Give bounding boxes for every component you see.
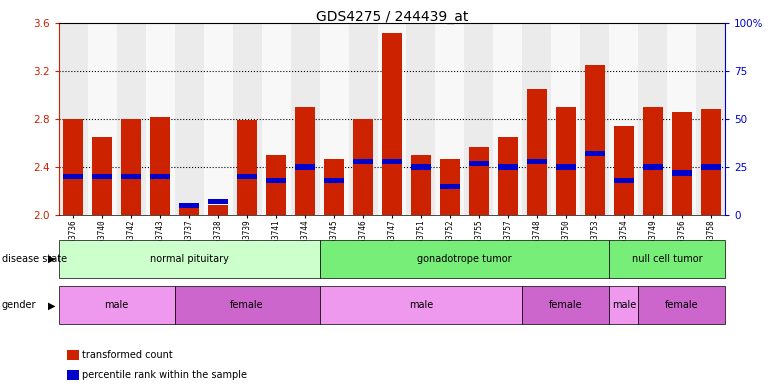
Bar	[59, 23, 88, 215]
Bar	[150, 174, 170, 179]
Bar	[88, 23, 117, 215]
Bar	[237, 174, 257, 179]
Bar	[522, 23, 551, 215]
Text: ▶: ▶	[48, 254, 56, 264]
Text: male: male	[612, 300, 636, 310]
Bar	[464, 23, 493, 215]
Text: female: female	[665, 300, 699, 310]
Bar	[643, 164, 663, 170]
Bar	[527, 159, 547, 164]
Bar	[320, 23, 349, 215]
Bar	[204, 23, 233, 215]
Bar	[237, 120, 257, 215]
Bar	[406, 23, 435, 215]
Bar	[609, 23, 638, 215]
Bar	[382, 159, 402, 164]
Bar	[208, 205, 228, 215]
Bar	[643, 107, 663, 215]
Bar	[150, 117, 170, 215]
Text: gonadotrope tumor: gonadotrope tumor	[417, 254, 512, 264]
Bar	[614, 126, 634, 215]
Bar	[93, 137, 112, 215]
Bar	[440, 184, 460, 189]
Bar	[672, 112, 691, 215]
Bar	[175, 23, 204, 215]
Text: disease state: disease state	[2, 254, 67, 264]
Bar	[469, 147, 489, 215]
Bar	[378, 23, 406, 215]
Bar	[585, 65, 605, 215]
Bar	[262, 23, 291, 215]
Text: gender: gender	[2, 300, 36, 310]
Bar	[266, 178, 286, 183]
Bar	[324, 159, 344, 215]
Bar	[701, 164, 720, 170]
Text: transformed count: transformed count	[82, 350, 173, 360]
Text: normal pituitary: normal pituitary	[150, 254, 229, 264]
Bar	[527, 89, 547, 215]
Bar	[411, 155, 431, 215]
Bar	[498, 164, 518, 170]
Bar	[638, 23, 667, 215]
Bar	[93, 174, 112, 179]
Bar	[556, 164, 576, 170]
Bar	[117, 23, 146, 215]
Bar	[266, 155, 286, 215]
Bar	[295, 107, 315, 215]
Text: null cell tumor: null cell tumor	[632, 254, 702, 264]
Bar	[440, 159, 460, 215]
Bar	[585, 151, 605, 156]
Bar	[208, 199, 228, 204]
Bar	[382, 33, 402, 215]
Text: female: female	[549, 300, 583, 310]
Text: percentile rank within the sample: percentile rank within the sample	[82, 370, 247, 380]
Bar	[233, 23, 262, 215]
Bar	[121, 174, 141, 179]
Bar	[435, 23, 464, 215]
Bar	[295, 164, 315, 170]
Bar	[580, 23, 609, 215]
Bar	[614, 178, 634, 183]
Bar	[498, 137, 518, 215]
Bar	[493, 23, 522, 215]
Bar	[667, 23, 696, 215]
Bar	[353, 159, 373, 164]
Bar	[324, 178, 344, 183]
Text: male: male	[104, 300, 129, 310]
Bar	[551, 23, 580, 215]
Bar	[672, 170, 691, 175]
Text: female: female	[230, 300, 264, 310]
Bar	[121, 119, 141, 215]
Bar	[179, 203, 199, 208]
Bar	[556, 107, 576, 215]
Bar	[64, 174, 83, 179]
Bar	[291, 23, 320, 215]
Bar	[696, 23, 725, 215]
Bar	[353, 119, 373, 215]
Bar	[64, 119, 83, 215]
Bar	[701, 109, 720, 215]
Text: GDS4275 / 244439_at: GDS4275 / 244439_at	[316, 10, 468, 23]
Bar	[469, 161, 489, 166]
Bar	[146, 23, 175, 215]
Text: male: male	[408, 300, 433, 310]
Text: ▶: ▶	[48, 300, 56, 310]
Bar	[179, 208, 199, 215]
Bar	[411, 164, 431, 170]
Bar	[349, 23, 378, 215]
